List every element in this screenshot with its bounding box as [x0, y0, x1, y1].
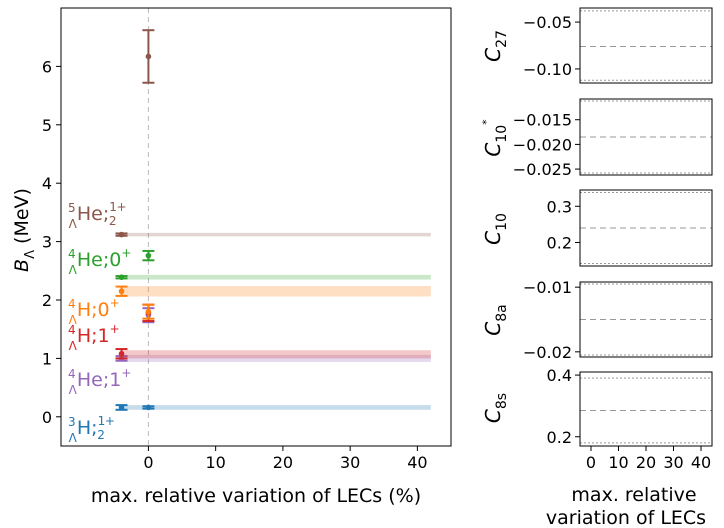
band-4H0	[121, 285, 431, 297]
ylabel-c8a: C8a	[481, 304, 510, 335]
point-4H0-center	[145, 308, 152, 315]
point-5He-center	[145, 53, 152, 60]
panel-5-x-tick-label-10: 10	[608, 453, 628, 472]
label-5He: 5 ΛHe;1 2+	[68, 200, 127, 231]
y-tick-label-0: 0	[42, 408, 52, 427]
point-3H-center	[145, 404, 152, 411]
panel-2-y-tick-label-0: −0.015	[513, 111, 572, 130]
side-x-axis-label-line1: max. relative	[571, 484, 696, 506]
label-4He-1plus: 4 ΛHe;1+	[68, 366, 131, 397]
panel-4-y-tick-label-1: −0.02	[523, 343, 572, 362]
y-tick-label-4: 4	[42, 174, 52, 193]
y-tick-label-5: 5	[42, 116, 52, 135]
panel-2-frame	[579, 98, 713, 176]
x-tick-label-30: 30	[340, 453, 360, 472]
ylabel-c8s: C8s	[481, 393, 510, 423]
point-4He0-center	[145, 252, 152, 259]
y-tick-label-2: 2	[42, 291, 52, 310]
point-4He0-left	[118, 274, 125, 281]
panel-1-frame	[579, 7, 713, 84]
panel-5-x-tick-label-20: 20	[636, 453, 656, 472]
panel-5-x-tick-label-0: 0	[586, 453, 596, 472]
band-5He	[121, 232, 431, 237]
y-tick-label-1: 1	[42, 349, 52, 368]
panel-1-y-tick-label-0: −0.05	[523, 13, 572, 32]
panel-4-y-tick-label-0: −0.01	[523, 278, 572, 297]
y-tick-label-6: 6	[42, 57, 52, 76]
x-tick-label-0: 0	[143, 453, 153, 472]
main-x-axis-label: max. relative variation of LECs (%)	[91, 485, 421, 507]
main-y-axis-label: BΛ (MeV)	[11, 188, 38, 272]
panel-3-y-tick-label-0: 0.3	[547, 197, 572, 216]
panel-2-y-tick-label-2: −0.025	[513, 160, 572, 179]
ylabel-c10star: C10*	[480, 119, 510, 157]
panel-3-y-tick-label-1: 0.2	[547, 233, 572, 252]
main-plot-frame	[60, 7, 452, 447]
band-4He1	[121, 354, 431, 362]
band-4He0	[121, 274, 431, 280]
side-x-axis-label-line2: variation of LECs	[546, 507, 706, 528]
label-4H-0plus: 4 ΛH;0+	[68, 296, 120, 327]
x-tick-label-40: 40	[407, 453, 427, 472]
panel-5-y-tick-label-0: 0.4	[547, 366, 572, 385]
panel-1-y-tick-label-1: −0.10	[523, 60, 572, 79]
panel-4-frame	[579, 281, 713, 358]
y-tick-label-3: 3	[42, 233, 52, 252]
point-4H0-left	[118, 288, 125, 295]
side-plots: −0.05−0.10−0.015−0.020−0.0250.30.2−0.01−…	[513, 7, 713, 472]
panel-5-frame	[579, 371, 713, 447]
main-plot: 0 10 20 30 40 0 1 2 3 4 5 6	[42, 7, 452, 472]
point-5He-left	[118, 231, 125, 238]
x-tick-label-20: 20	[273, 453, 293, 472]
panel-5-x-tick-label-40: 40	[691, 453, 711, 472]
label-4He-0plus: 4 ΛHe;0+	[68, 246, 131, 277]
label-4H-1plus: 4 ΛH;1+	[68, 322, 120, 353]
ylabel-c27: C27	[481, 30, 510, 62]
panel-5-x-tick-label-30: 30	[663, 453, 683, 472]
panel-5-y-tick-label-1: 0.2	[547, 428, 572, 447]
ylabel-c10: C10	[481, 213, 510, 245]
point-4H1-left	[118, 350, 125, 357]
x-tick-label-10: 10	[205, 453, 225, 472]
band-4H1	[121, 350, 431, 359]
panel-3-frame	[579, 189, 713, 267]
panel-2-y-tick-label-1: −0.020	[513, 135, 572, 154]
label-3H: 3 ΛH;1 2+	[68, 414, 115, 445]
point-3H-left	[118, 404, 125, 411]
band-3H	[121, 405, 431, 410]
